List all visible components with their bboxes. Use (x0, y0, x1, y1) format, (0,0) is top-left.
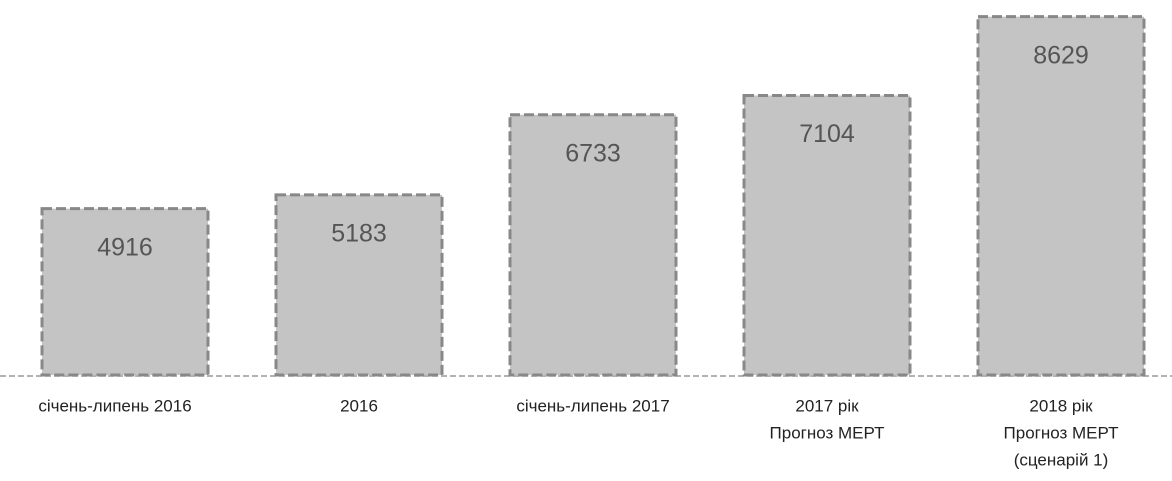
value-label: 7104 (799, 120, 855, 148)
x-tick-label: 2016 (340, 396, 378, 415)
bar (274, 193, 444, 377)
x-tick-label: 2017 рік (795, 396, 859, 415)
x-tick-label: Прогноз МЕРТ (1004, 423, 1119, 442)
value-label: 8629 (1033, 41, 1089, 69)
x-tick-label: 2018 рік (1029, 396, 1093, 415)
bar (976, 15, 1146, 377)
x-tick-label: (сценарій 1) (1014, 450, 1109, 469)
value-label: 5183 (331, 219, 387, 247)
bar (40, 207, 210, 377)
x-tick-label: Прогноз МЕРТ (770, 423, 885, 442)
bar (742, 94, 912, 377)
value-label: 4916 (97, 233, 153, 261)
x-tick-label: січень-липень 2017 (516, 396, 669, 415)
bar (508, 113, 678, 377)
value-label: 6733 (565, 139, 621, 167)
x-tick-label: січень-липень 2016 (38, 396, 191, 415)
